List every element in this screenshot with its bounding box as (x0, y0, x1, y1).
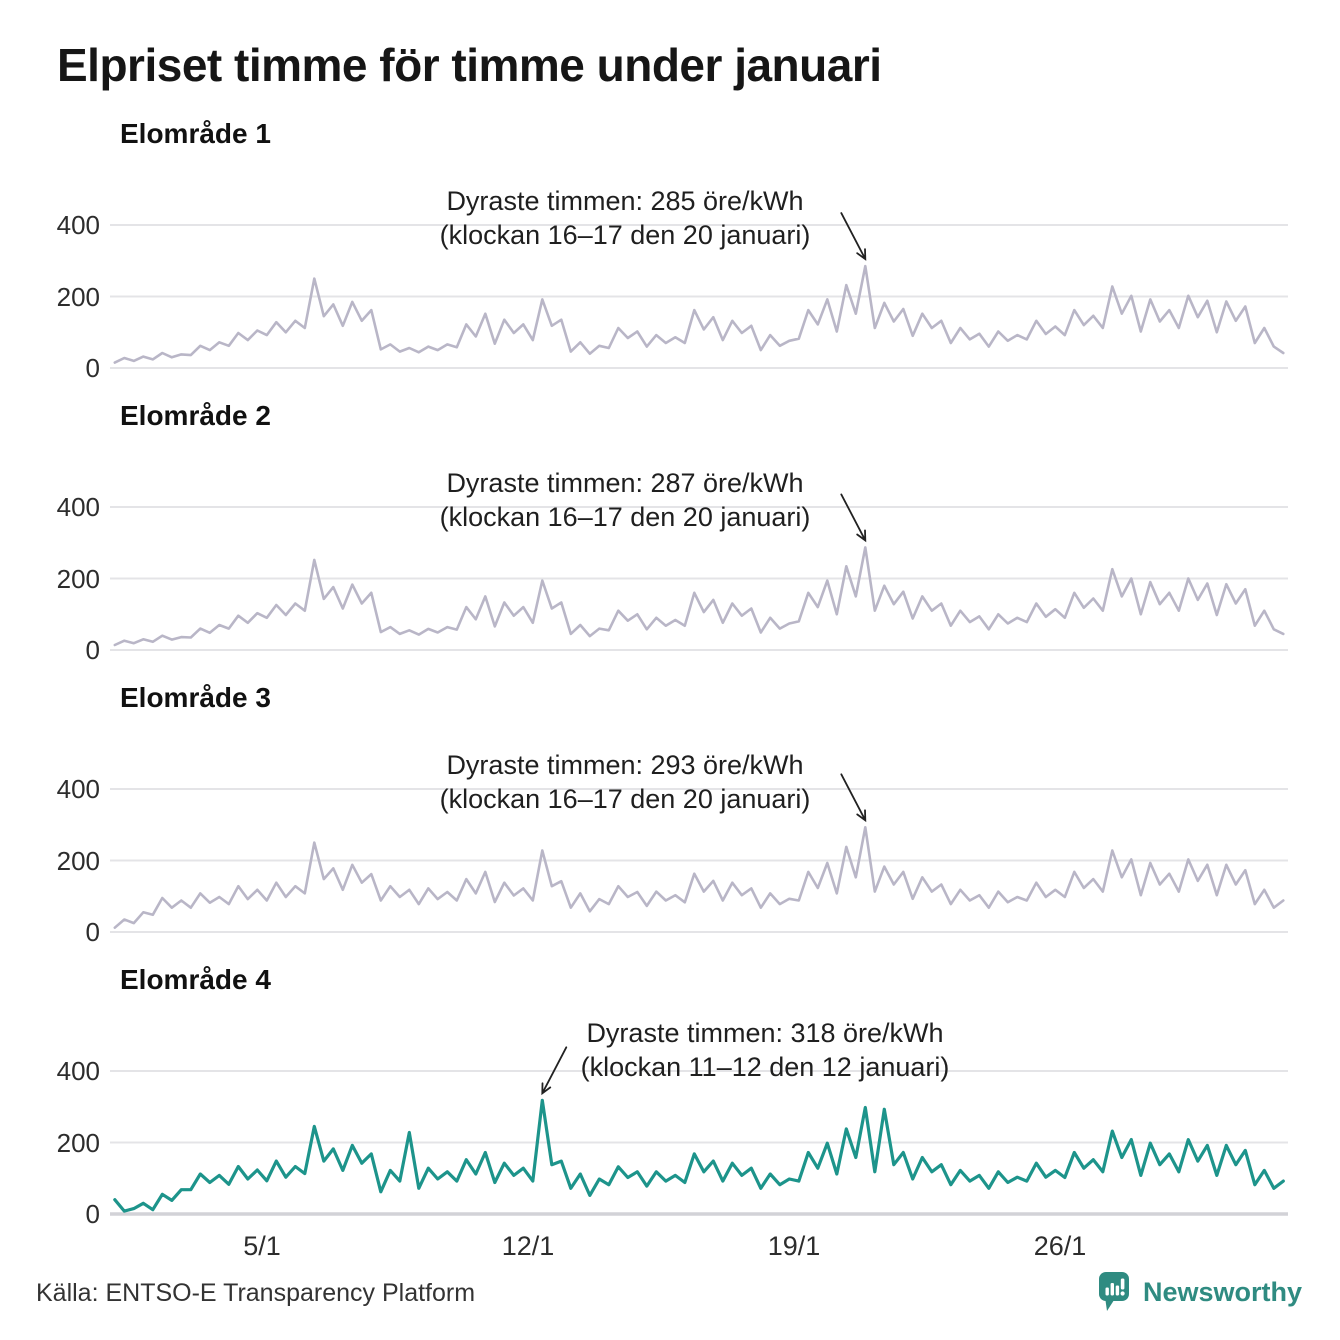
y-tick-label-200: 200 (56, 563, 100, 594)
price-line-series (113, 1098, 1285, 1213)
annotation-arrow-icon (541, 1046, 568, 1096)
brand-logo: Newsworthy (1097, 1270, 1302, 1314)
annotation-arrow-icon (840, 212, 867, 261)
y-tick-label-0: 0 (85, 1199, 100, 1229)
panel-elomrade-4: Elområde 4 0 200 400 Dyraste timmen: 318 öre… (0, 950, 1340, 1232)
peak-annotation-line1: Dyraste timmen: 293 öre/kWh (446, 750, 804, 780)
peak-annotation: Dyraste timmen: 318 öre/kWh (klockan 11–1… (475, 1016, 1055, 1084)
panel-title: Elområde 2 (120, 400, 271, 431)
peak-annotation-line2: (klockan 16–17 den 20 januari) (439, 220, 811, 250)
price-line-series (113, 826, 1285, 929)
peak-annotation-line1: Dyraste timmen: 285 öre/kWh (446, 186, 804, 216)
panel-elomrade-1: Elområde 1 0 200 400 Dyraste timmen: 285 öre… (0, 104, 1340, 386)
peak-annotation: Dyraste timmen: 287 öre/kWh (klockan 16–1… (335, 466, 915, 534)
brand-name: Newsworthy (1142, 1276, 1302, 1307)
x-tick-label-5-1: 5/1 (243, 1231, 281, 1261)
x-axis: 5/1 12/1 19/1 26/1 (0, 1231, 1340, 1267)
peak-annotation-line1: Dyraste timmen: 318 öre/kWh (586, 1018, 944, 1048)
x-tick-label-12-1: 12/1 (501, 1231, 555, 1261)
peak-annotation: Dyraste timmen: 285 öre/kWh (klockan 16–1… (335, 184, 915, 252)
panel-title: Elområde 4 (120, 964, 271, 995)
annotation-arrow-icon (840, 773, 867, 823)
panel-title: Elområde 3 (120, 682, 271, 713)
line-chart-3 (110, 773, 1288, 933)
peak-annotation-line2: (klockan 16–17 den 20 januari) (439, 502, 811, 532)
panel-title: Elområde 1 (120, 118, 271, 149)
newsworthy-bubble-chart-icon (1098, 1272, 1129, 1311)
price-line-series (113, 546, 1285, 647)
x-tick-label-19-1: 19/1 (767, 1231, 821, 1261)
peak-annotation: Dyraste timmen: 293 öre/kWh (klockan 16–1… (335, 748, 915, 816)
panel-elomrade-3: Elområde 3 0 200 400 Dyraste timmen: 293 öre… (0, 668, 1340, 950)
y-tick-label-400: 400 (56, 492, 100, 522)
peak-annotation-line1: Dyraste timmen: 287 öre/kWh (446, 468, 804, 498)
panel-elomrade-2: Elområde 2 0 200 400 Dyraste timmen: 287 öre… (0, 386, 1340, 668)
y-tick-label-200: 200 (56, 281, 100, 312)
line-chart-4 (110, 1046, 1288, 1216)
price-line-series (113, 264, 1285, 364)
annotation-arrow-icon (840, 493, 867, 543)
y-tick-label-400: 400 (56, 774, 100, 804)
y-tick-label-400: 400 (56, 1056, 100, 1086)
y-tick-label-0: 0 (85, 917, 100, 947)
line-chart-2 (110, 493, 1288, 651)
peak-annotation-line2: (klockan 11–12 den 12 januari) (580, 1052, 950, 1082)
y-tick-label-400: 400 (56, 210, 100, 240)
page-title: Elpriset timme för timme under januari (57, 39, 882, 91)
y-tick-label-200: 200 (56, 1127, 100, 1158)
y-tick-label-200: 200 (56, 845, 100, 876)
source-credit: Källa: ENTSO-E Transparency Platform (36, 1279, 476, 1307)
peak-annotation-line2: (klockan 16–17 den 20 januari) (439, 784, 811, 814)
y-tick-label-0: 0 (85, 635, 100, 665)
line-chart-1 (110, 212, 1288, 369)
y-tick-label-0: 0 (85, 353, 100, 383)
x-tick-label-26-1: 26/1 (1033, 1231, 1087, 1261)
